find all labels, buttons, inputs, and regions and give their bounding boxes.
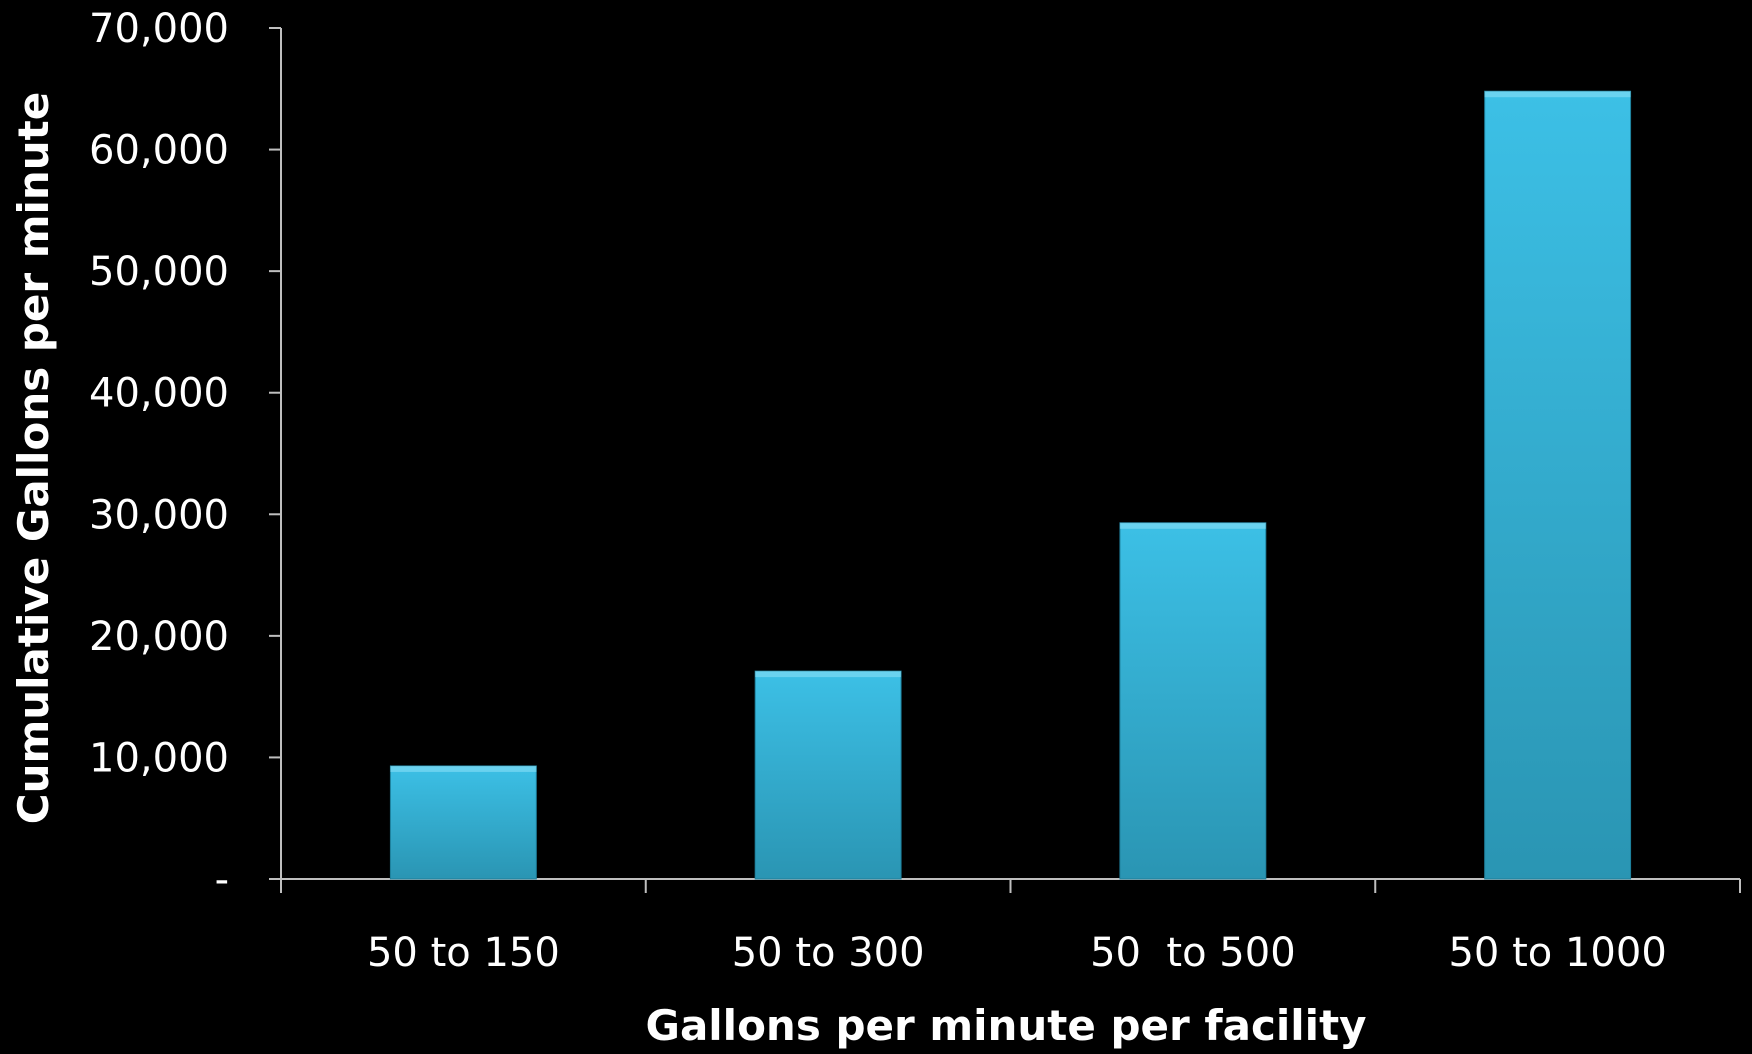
bar [389,765,537,880]
y-tick-label: 20,000 [89,614,229,660]
bar-highlight [1484,91,1631,98]
bar-rect [754,670,902,880]
y-tick-label: 10,000 [89,735,229,781]
y-tick-label: 30,000 [89,492,229,538]
y-axis-title: Cumulative Gallons per minute [9,92,58,824]
x-tick-label: 50 to 1000 [1448,930,1666,976]
y-tick-label: 70,000 [89,6,229,52]
y-tick-label: 40,000 [89,371,229,417]
bar [1119,522,1267,880]
y-tick-label: 60,000 [89,128,229,174]
x-axis-title: Gallons per minute per facility [645,1001,1366,1050]
bar [754,670,902,880]
x-tick-label: 50 to 300 [732,930,925,976]
x-tick-label: 50 to 150 [367,930,560,976]
bar-highlight [755,671,902,678]
x-tick-label: 50 to 500 [1090,930,1296,976]
x-axis: 50 to 150 50 to 300 50 to 500 50 to 1000 [280,878,1741,976]
y-tick-label: - [215,857,229,903]
bar-rect [1119,522,1267,880]
bar [1484,90,1632,880]
y-tick-label: 50,000 [89,249,229,295]
bars [389,90,1632,880]
bar-rect [389,765,537,880]
bar-rect [1484,90,1632,880]
bar-highlight [390,765,537,772]
bar-highlight [1119,522,1266,529]
y-axis: - 10,000 20,000 30,000 40,000 50,000 60,000 70,… [89,6,282,903]
